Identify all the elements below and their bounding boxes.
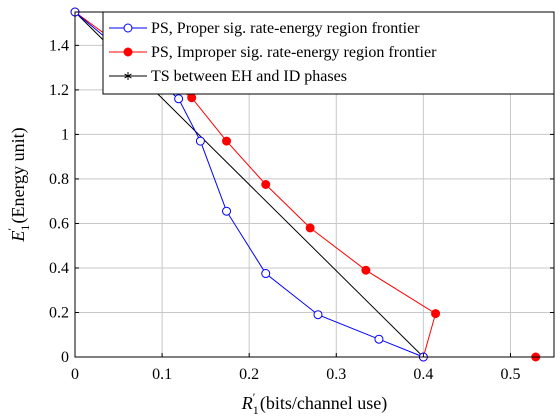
x-tick-label: 0 xyxy=(71,366,79,383)
x-tick-label: 0.5 xyxy=(500,366,520,383)
x-tick-label: 0.3 xyxy=(326,366,346,383)
data-point xyxy=(222,206,232,216)
legend-label: PS, Proper sig. rate-energy region front… xyxy=(151,20,420,37)
data-point xyxy=(222,136,232,146)
data-point xyxy=(174,94,184,104)
legend-entry: PS, Proper sig. rate-energy region front… xyxy=(109,20,420,37)
legend-box xyxy=(102,11,555,95)
legend: PS, Proper sig. rate-energy region front… xyxy=(102,11,555,95)
data-point xyxy=(374,334,384,344)
y-tick-label: 0.6 xyxy=(49,215,69,232)
star-stroke xyxy=(124,73,132,79)
y-axis-label: E1′ (Energy unit) xyxy=(5,127,32,242)
legend-entry: PS, Improper sig. rate-energy region fro… xyxy=(109,44,437,61)
data-point xyxy=(431,309,441,319)
y-tick-label: 1.4 xyxy=(49,37,69,54)
data-point xyxy=(187,93,197,103)
series-layer xyxy=(70,7,541,362)
x-tick-label: 0.1 xyxy=(152,366,172,383)
y-tick-label: 0.8 xyxy=(49,171,69,188)
data-point xyxy=(261,180,271,189)
data-point xyxy=(261,269,271,279)
series-0 xyxy=(70,7,428,362)
legend-marker xyxy=(124,72,132,80)
legend-entry: TS between EH and ID phases xyxy=(109,68,347,85)
legend-label: TS between EH and ID phases xyxy=(151,68,347,85)
legend-marker xyxy=(123,23,133,33)
legend-marker xyxy=(123,47,133,57)
data-point xyxy=(361,265,371,275)
series-line xyxy=(74,11,424,358)
y-tick-label: 0.2 xyxy=(49,304,69,321)
x-tick-label: 0.2 xyxy=(239,366,259,383)
data-point xyxy=(305,223,315,233)
y-tick-label: 0 xyxy=(61,349,69,366)
x-tick-label: 0.4 xyxy=(413,366,433,383)
data-point xyxy=(195,136,205,146)
legend-label: PS, Improper sig. rate-energy region fro… xyxy=(151,44,437,61)
x-axis-label: R1′ (bits/channel use) xyxy=(241,390,388,417)
y-tick-label: 1 xyxy=(61,126,69,143)
y-tick-label: 0.4 xyxy=(49,260,69,277)
ticks: 0 0.1 0.2 0.3 0.4 0.5 0 0.2 0.4 0.6 0.8 1 1.2 1.4 xyxy=(49,12,554,383)
y-tick-label: 1.2 xyxy=(49,82,69,99)
data-point xyxy=(313,310,323,320)
